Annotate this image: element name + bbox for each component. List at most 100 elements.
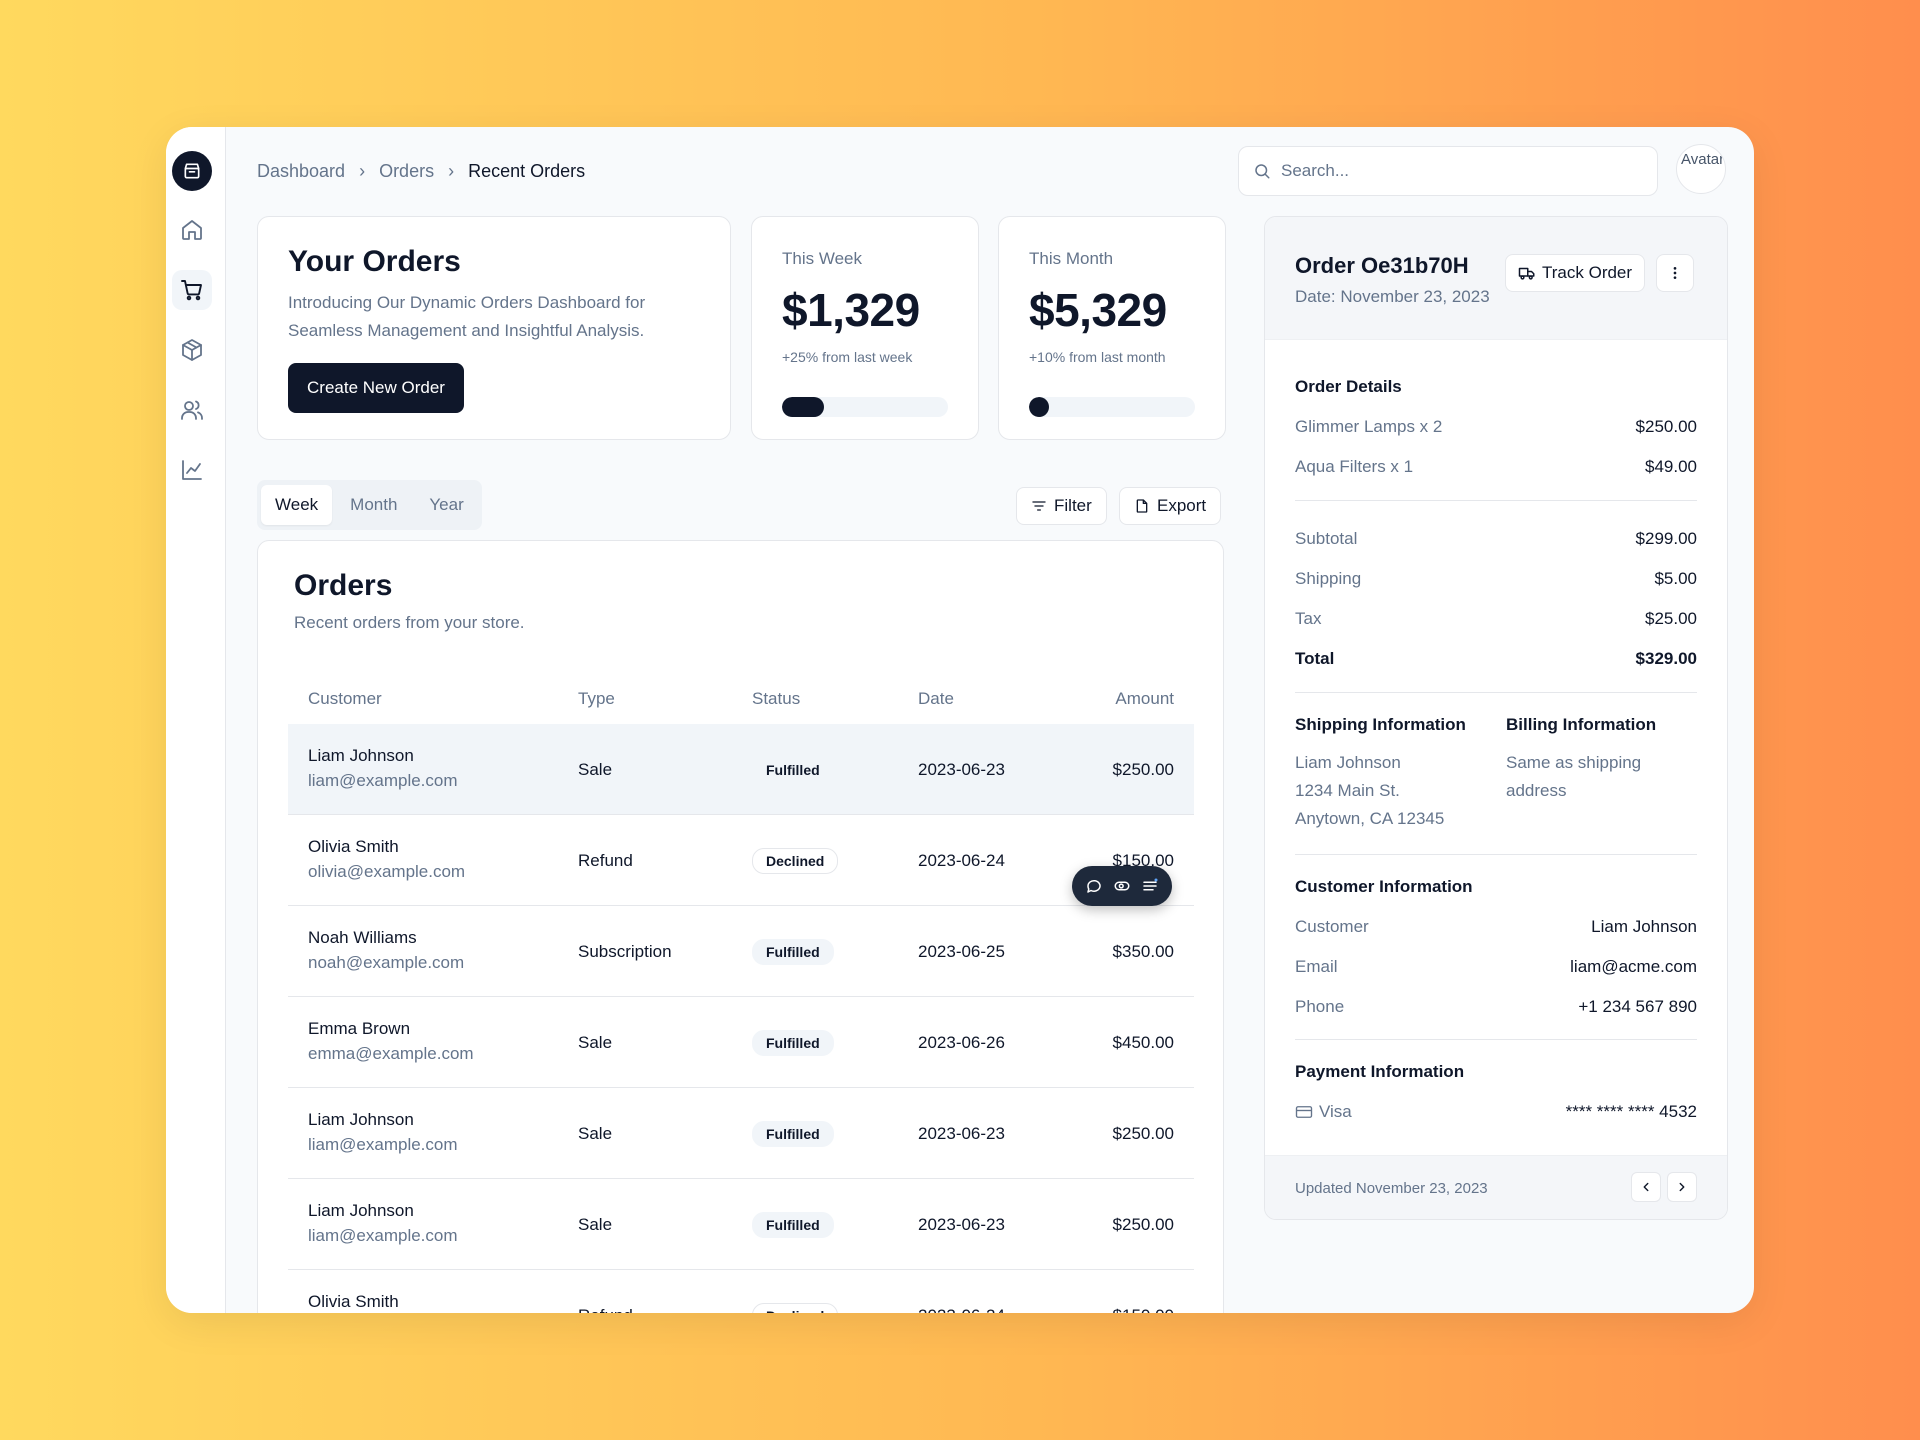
order-type: Refund [578, 1306, 633, 1313]
stat-value: $5,329 [1029, 284, 1167, 336]
search-input[interactable] [1281, 161, 1641, 181]
track-order-button[interactable]: Track Order [1505, 254, 1646, 292]
subtotal-value: $299.00 [1635, 529, 1697, 548]
payment-info-title: Payment Information [1295, 1062, 1465, 1081]
payment-method: Visa [1295, 1102, 1352, 1122]
next-order-button[interactable] [1667, 1172, 1697, 1202]
table-row[interactable]: Liam Johnson liam@example.com Sale Fulfille… [288, 1179, 1194, 1270]
order-date: Date: November 23, 2023 [1295, 287, 1490, 306]
filter-icon [1032, 501, 1046, 511]
tax-label: Tax [1295, 609, 1322, 628]
store-logo-icon[interactable] [172, 151, 212, 191]
stat-delta: +25% from last week [782, 349, 913, 365]
table-row[interactable]: Olivia Smitholivia@example.comRefundDecl… [288, 1270, 1194, 1313]
period-tabs: Week Month Year [257, 480, 482, 530]
tab-week[interactable]: Week [261, 485, 333, 525]
customer-info-title: Customer Information [1295, 877, 1473, 896]
filter-button[interactable]: Filter [1016, 487, 1107, 525]
phone-label: Phone [1295, 997, 1345, 1016]
customer-value: Liam Johnson [1591, 917, 1697, 936]
customer-name: Liam Johnson [308, 1201, 414, 1220]
avatar[interactable]: Avatar [1676, 144, 1726, 194]
item-value: $49.00 [1645, 457, 1697, 476]
progress-fill [1029, 397, 1049, 417]
comment-icon[interactable] [1085, 877, 1103, 895]
cart-icon [181, 280, 202, 301]
more-vertical-icon [1673, 267, 1677, 279]
status-badge: Declined [752, 848, 839, 874]
previous-order-button[interactable] [1631, 1172, 1661, 1202]
billing-line: Same as shipping [1506, 753, 1642, 772]
divider [1295, 500, 1697, 501]
total-value: $329.00 [1635, 649, 1697, 668]
this-month-card: This Month $5,329 +10% from last month [998, 216, 1226, 440]
orders-title: Orders [294, 569, 393, 602]
table-row[interactable]: Liam Johnson liam@example.com Sale Fulfille… [288, 1088, 1194, 1179]
create-new-order-button[interactable]: Create New Order [288, 363, 464, 413]
shipping-line: Anytown, CA 12345 [1295, 809, 1445, 828]
avatar-alt-text: Avatar [1681, 151, 1725, 168]
track-order-label: Track Order [1542, 263, 1633, 282]
chevron-right-icon: › [448, 161, 455, 181]
search-box[interactable] [1238, 146, 1658, 196]
order-detail-panel: Order Oe31b70H Date: November 23, 2023 T… [1264, 216, 1728, 1220]
list-icon[interactable] [1141, 877, 1159, 895]
table-row[interactable]: Liam Johnson liam@example.com Sale Fulfille… [288, 724, 1194, 815]
sidebar-item-analytics[interactable] [172, 450, 212, 490]
item-label: Aqua Filters x 1 [1295, 457, 1414, 476]
order-type: Refund [578, 851, 633, 870]
customer-email: liam@example.com [308, 771, 458, 790]
updated-date: Updated November 23, 2023 [1295, 1180, 1488, 1197]
column-type[interactable]: Type [578, 689, 615, 708]
stat-delta: +10% from last month [1029, 349, 1166, 365]
table-row[interactable]: Noah Williams noah@example.com Subscriptio… [288, 906, 1194, 997]
shipping-label: Shipping [1295, 569, 1362, 588]
order-amount: $150.00 [1113, 1306, 1174, 1313]
billing-info-title: Billing Information [1506, 715, 1657, 734]
order-date: 2023-06-23 [918, 760, 1005, 779]
column-amount[interactable]: Amount [1115, 689, 1174, 708]
order-amount: $250.00 [1112, 760, 1174, 779]
sidebar-item-customers[interactable] [172, 390, 212, 430]
sidebar [166, 127, 226, 1313]
order-detail-footer: Updated November 23, 2023 [1265, 1155, 1727, 1219]
package-icon [182, 339, 202, 361]
column-customer[interactable]: Customer [308, 689, 382, 708]
stat-value: $1,329 [782, 284, 920, 336]
order-type: Sale [578, 760, 613, 779]
customer-email: liam@example.com [308, 1135, 458, 1154]
order-amount: $150.00 [1112, 851, 1174, 870]
breadcrumb-orders[interactable]: Orders [379, 161, 435, 181]
row-action-toolbar [1072, 866, 1172, 906]
total-label: Total [1295, 649, 1335, 668]
status-badge: Fulfilled [752, 757, 834, 783]
export-button[interactable]: Export [1119, 487, 1222, 525]
credit-card-icon [1295, 1106, 1313, 1118]
chevron-right-icon: › [359, 161, 366, 181]
phone-value[interactable]: +1 234 567 890 [1578, 997, 1697, 1016]
app-window: Dashboard › Orders › Recent Orders Avata… [166, 127, 1754, 1313]
tab-month[interactable]: Month [350, 495, 398, 514]
order-type: Subscription [578, 942, 672, 961]
toggle-icon[interactable] [1113, 877, 1131, 895]
status-badge: Declined [752, 1303, 839, 1313]
shipping-info-title: Shipping Information [1295, 715, 1466, 734]
column-status[interactable]: Status [752, 689, 801, 708]
chevron-right-icon [1679, 1182, 1685, 1192]
order-amount: $250.00 [1112, 1124, 1174, 1143]
sidebar-item-home[interactable] [172, 210, 212, 250]
sidebar-item-orders[interactable] [172, 270, 212, 310]
column-date[interactable]: Date [918, 689, 954, 708]
table-row[interactable]: Emma Brown emma@example.com Sale Fulfilled 2… [288, 997, 1194, 1088]
sidebar-item-products[interactable] [172, 330, 212, 370]
progress-fill [782, 397, 824, 417]
more-options-button[interactable] [1656, 254, 1694, 292]
status-badge: Fulfilled [752, 1212, 834, 1238]
email-value[interactable]: liam@acme.com [1570, 957, 1697, 976]
breadcrumb-dashboard[interactable]: Dashboard [257, 161, 346, 181]
subtotal-label: Subtotal [1295, 529, 1358, 548]
tab-year[interactable]: Year [429, 495, 464, 514]
status-badge: Fulfilled [752, 939, 834, 965]
customer-name: Olivia Smith [308, 1292, 399, 1311]
